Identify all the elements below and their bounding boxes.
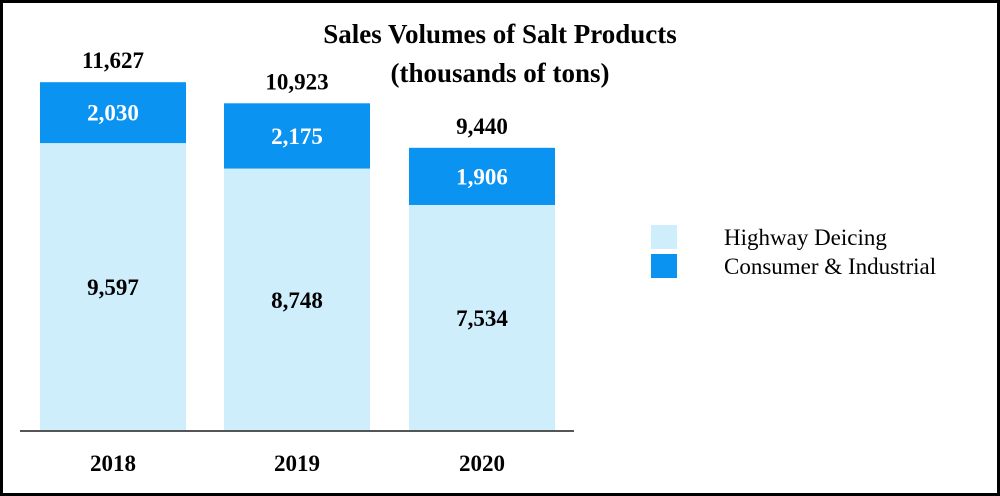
chart-subtitle: (thousands of tons) (390, 58, 609, 88)
data-label-consumer-industrial-2020: 1,906 (456, 164, 508, 189)
x-tick-labels: 2018 2019 2020 (90, 451, 505, 476)
legend: Highway Deicing Consumer & Industrial (651, 225, 936, 279)
data-label-highway-deicing-2019: 8,748 (271, 288, 323, 313)
bar-highway-deicing-2018 (40, 143, 186, 431)
legend-label-highway-deicing: Highway Deicing (724, 225, 887, 250)
x-tick-label-2018: 2018 (90, 451, 136, 476)
legend-swatch-highway-deicing (651, 225, 677, 249)
total-label-2020: 9,440 (456, 114, 508, 139)
chart-title: Sales Volumes of Salt Products (323, 19, 677, 49)
bar-highway-deicing-2019 (224, 168, 370, 431)
bar-highway-deicing-2020 (409, 204, 555, 431)
legend-swatch-consumer-industrial (651, 254, 677, 278)
bar-consumer-industrial-2018 (40, 82, 186, 144)
total-label-2018: 11,627 (82, 48, 144, 73)
data-label-highway-deicing-2018: 9,597 (87, 275, 139, 300)
bar-consumer-industrial-2020 (409, 147, 555, 205)
bar-group: 9,597 2,030 11,627 8,748 2,175 10,923 7,534 1,9… (40, 48, 555, 431)
total-label-2019: 10,923 (265, 69, 328, 94)
data-label-consumer-industrial-2019: 2,175 (271, 124, 323, 149)
data-label-highway-deicing-2020: 7,534 (456, 306, 508, 331)
data-label-consumer-industrial-2018: 2,030 (87, 101, 139, 126)
x-tick-label-2020: 2020 (459, 451, 505, 476)
legend-label-consumer-industrial: Consumer & Industrial (724, 254, 936, 279)
bar-consumer-industrial-2019 (224, 103, 370, 169)
x-tick-label-2019: 2019 (274, 451, 320, 476)
